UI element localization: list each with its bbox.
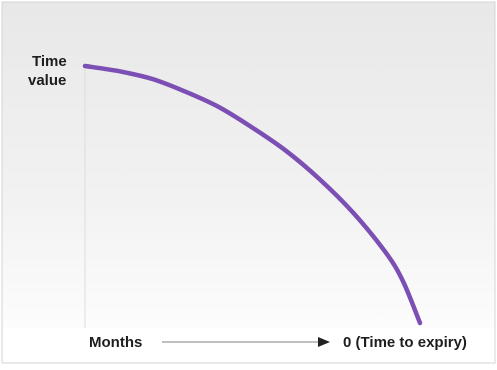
y-axis-label-line1: Time — [32, 53, 67, 70]
time-arrow-head-icon — [318, 337, 330, 347]
x-axis-label-expiry: 0 (Time to expiry) — [343, 334, 467, 351]
x-axis-label-months: Months — [89, 334, 142, 351]
chart-frame — [1, 1, 496, 364]
bottom-band — [3, 328, 494, 362]
y-axis-label-line2: value — [28, 72, 66, 89]
time-value-curve — [82, 63, 423, 326]
